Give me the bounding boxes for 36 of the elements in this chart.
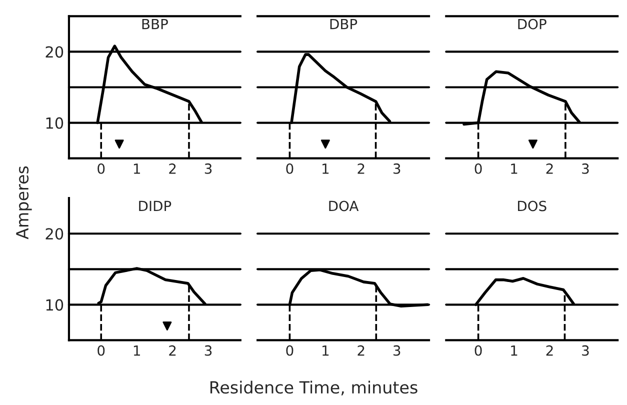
y-axis-title: Amperes: [16, 166, 32, 240]
x-tick-label: 3: [204, 345, 212, 356]
x-tick-label: 3: [394, 163, 400, 174]
chart-title: DBP: [330, 19, 358, 30]
x-tick-label: 1: [322, 345, 329, 356]
x-tick-label: 0: [98, 345, 105, 356]
x-tick-label: 0: [286, 163, 294, 174]
x-tick-label: 2: [546, 345, 553, 356]
x-tick-label: 3: [582, 163, 589, 174]
chart-title: DOP: [518, 18, 546, 30]
chart-title: DIDP: [139, 200, 172, 212]
chart-title: DOA: [329, 200, 359, 212]
y-tick-label: 10: [46, 117, 64, 129]
chart-title: DOS: [518, 200, 546, 212]
x-axis-title: Residence Time, minutes: [210, 380, 418, 396]
x-tick-label: 1: [511, 345, 518, 356]
y-tick-label: 10: [46, 299, 64, 311]
x-tick-label: 2: [169, 345, 176, 356]
x-tick-label: 0: [98, 163, 105, 174]
y-tick-label: 20: [46, 228, 64, 240]
x-tick-label: 2: [358, 163, 364, 174]
x-tick-label: 2: [358, 345, 364, 356]
chart-title: BBP: [142, 19, 168, 30]
x-tick-label: 2: [169, 163, 176, 174]
x-tick-label: 1: [511, 164, 518, 174]
x-tick-label: 2: [546, 163, 553, 174]
x-tick-label: 1: [322, 164, 329, 174]
x-tick-label: 1: [134, 164, 140, 174]
y-tick-label: 20: [46, 46, 64, 58]
x-tick-label: 0: [474, 163, 482, 174]
x-tick-label: 0: [474, 345, 482, 356]
x-tick-label: 3: [204, 163, 212, 174]
x-tick-label: 3: [394, 345, 400, 356]
x-tick-label: 0: [286, 345, 294, 356]
x-tick-label: 1: [134, 345, 140, 356]
x-tick-label: 3: [582, 345, 589, 356]
